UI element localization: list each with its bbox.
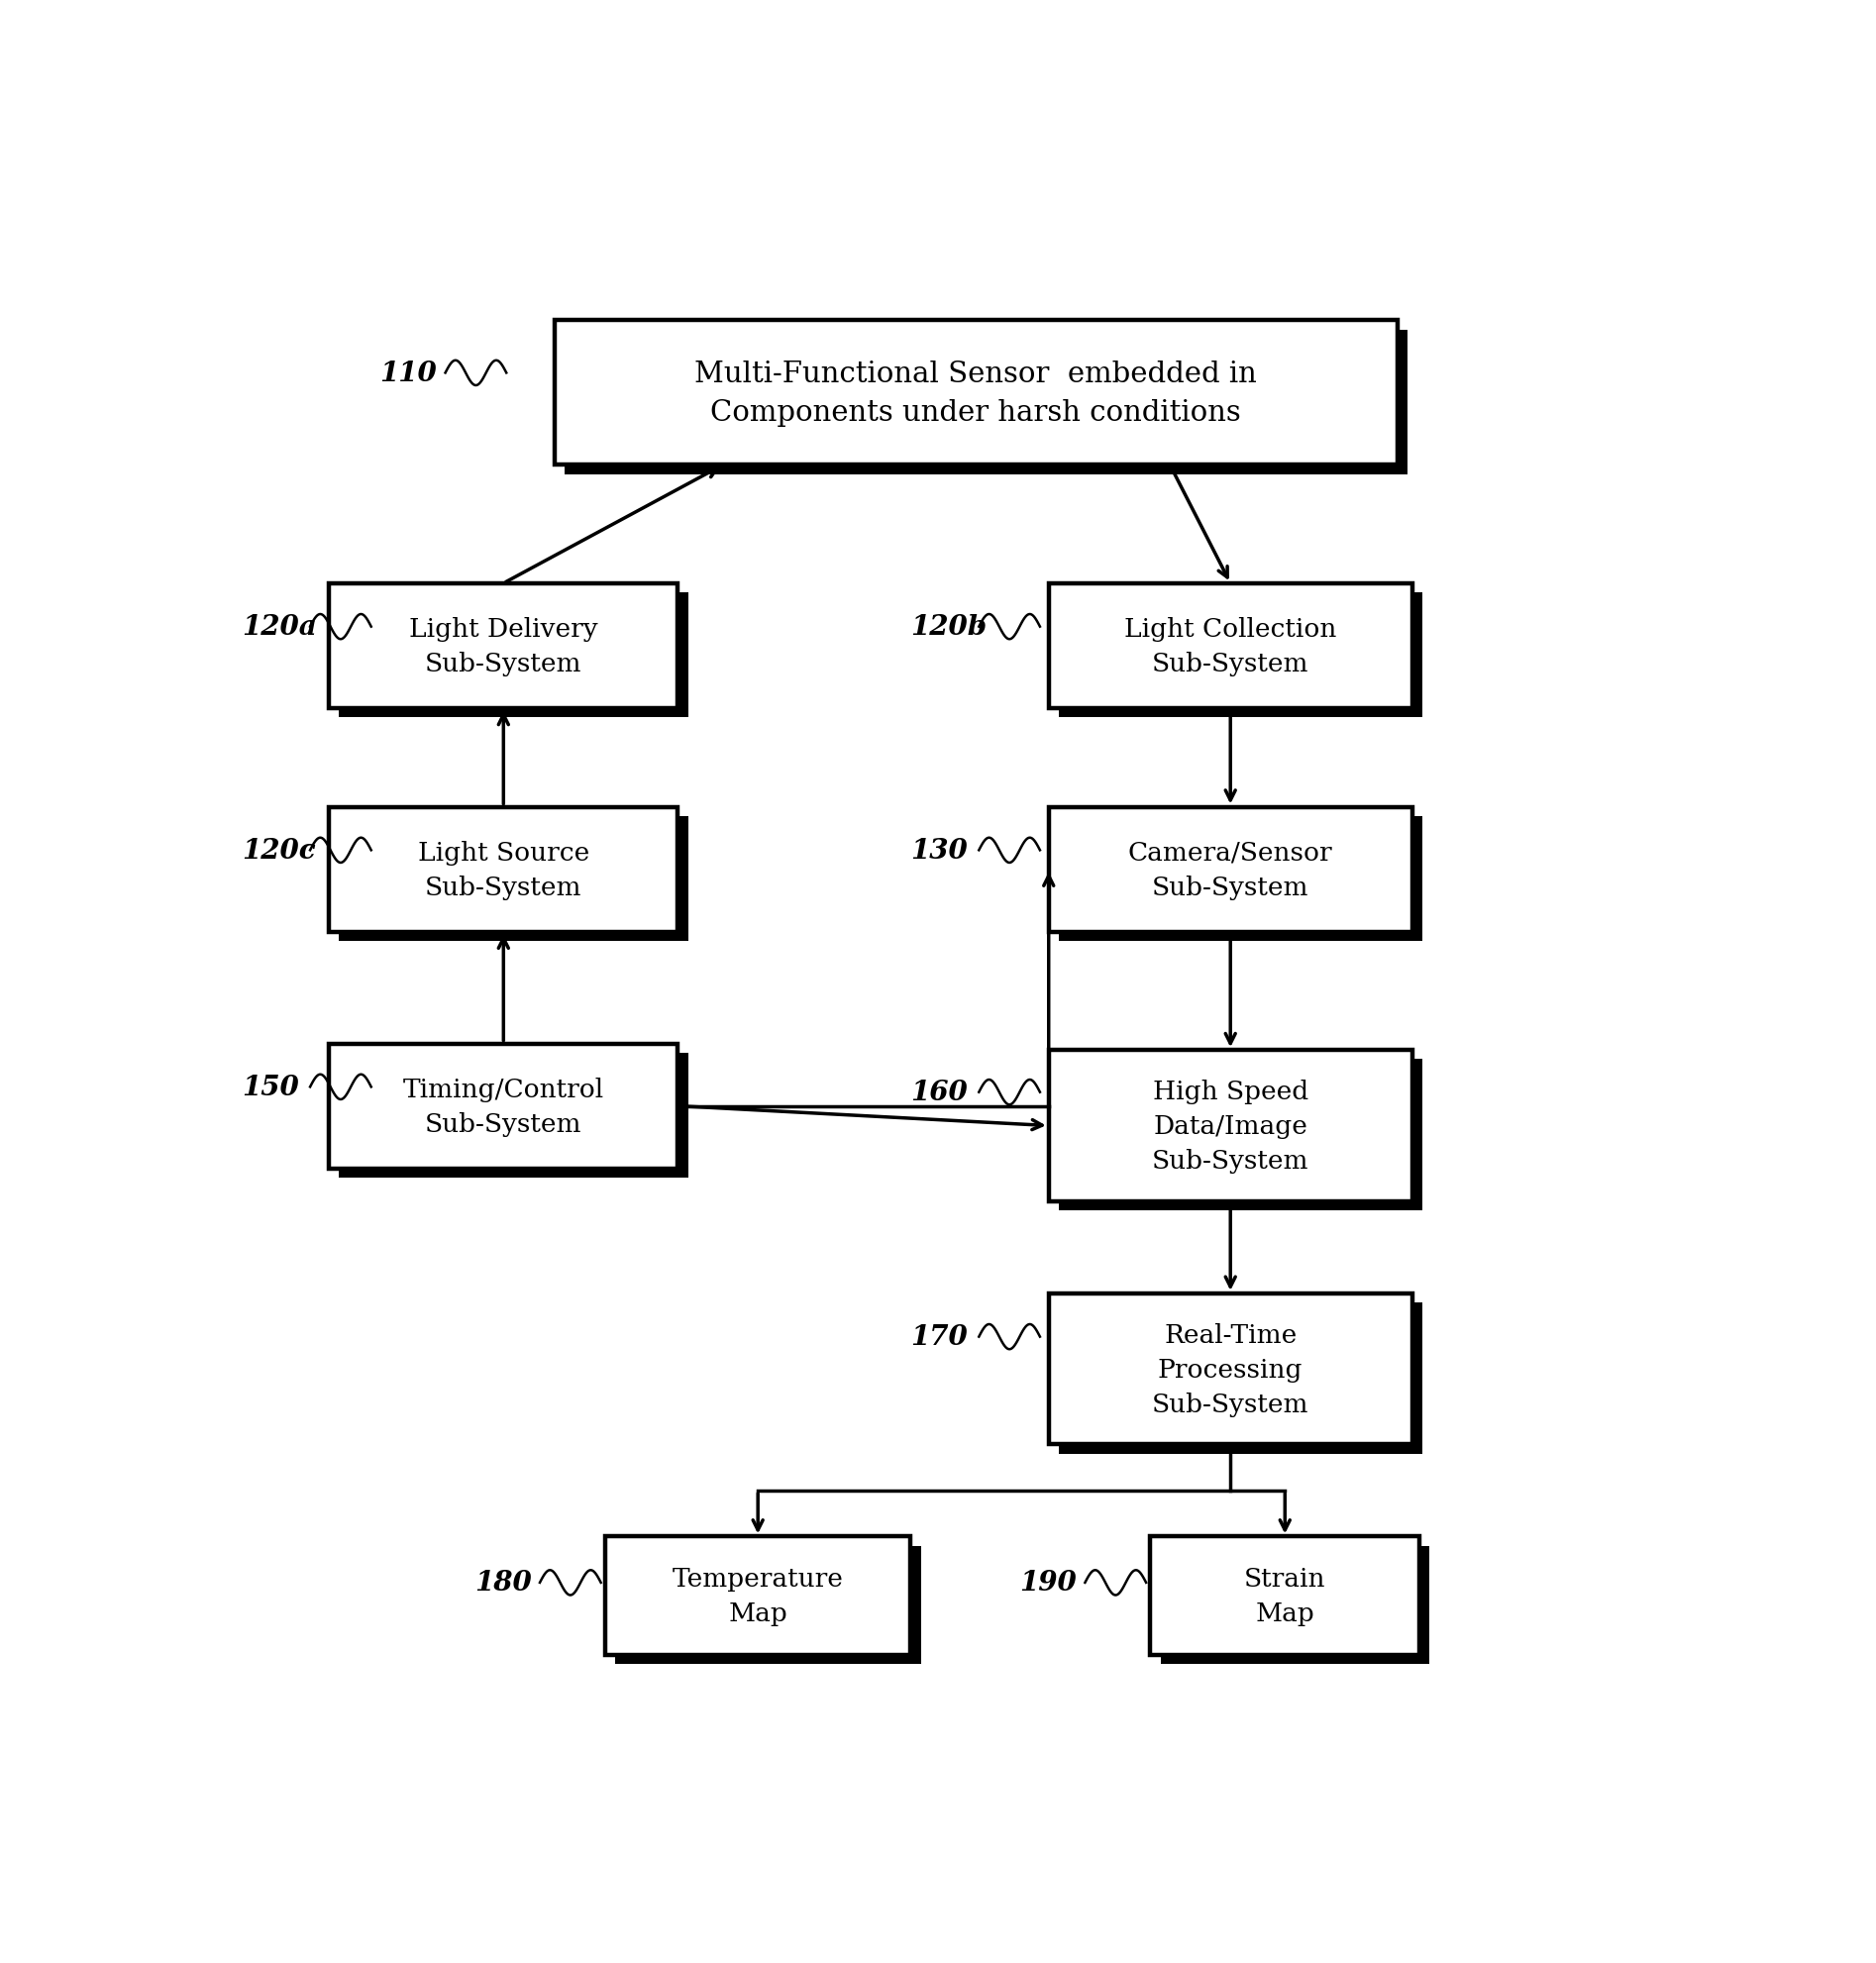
Text: 170: 170 <box>910 1323 968 1351</box>
Bar <box>340 817 688 942</box>
Text: 180: 180 <box>475 1568 531 1596</box>
Bar <box>1058 593 1422 718</box>
Bar <box>615 1547 921 1665</box>
Bar <box>328 583 677 709</box>
Text: 120a: 120a <box>242 614 317 640</box>
Text: 120b: 120b <box>910 614 987 640</box>
Bar <box>565 330 1407 475</box>
Text: Light Delivery
Sub-System: Light Delivery Sub-System <box>409 616 598 675</box>
Text: Camera/Sensor
Sub-System: Camera/Sensor Sub-System <box>1127 840 1332 899</box>
Text: 150: 150 <box>242 1074 298 1101</box>
Text: 190: 190 <box>1021 1568 1077 1596</box>
Bar <box>328 1044 677 1168</box>
Bar <box>1049 583 1413 709</box>
Text: 130: 130 <box>910 838 968 864</box>
Text: Strain
Map: Strain Map <box>1244 1566 1326 1625</box>
Text: Light Source
Sub-System: Light Source Sub-System <box>418 840 589 899</box>
Bar <box>340 1052 688 1178</box>
Text: Timing/Control
Sub-System: Timing/Control Sub-System <box>403 1076 604 1137</box>
Bar <box>555 322 1398 465</box>
Bar <box>1058 1060 1422 1211</box>
Bar <box>606 1537 910 1655</box>
Text: 160: 160 <box>910 1080 968 1105</box>
Text: 120c: 120c <box>242 838 315 864</box>
Bar <box>328 807 677 932</box>
Bar <box>1161 1547 1430 1665</box>
Bar <box>340 593 688 718</box>
Bar <box>1150 1537 1420 1655</box>
Text: Light Collection
Sub-System: Light Collection Sub-System <box>1124 616 1336 675</box>
Bar <box>1049 1294 1413 1445</box>
Text: 110: 110 <box>381 359 437 387</box>
Text: Temperature
Map: Temperature Map <box>672 1566 844 1625</box>
Bar <box>1049 807 1413 932</box>
Bar <box>1049 1050 1413 1201</box>
Text: Real-Time
Processing
Sub-System: Real-Time Processing Sub-System <box>1152 1323 1309 1415</box>
Bar <box>1058 1303 1422 1455</box>
Bar <box>1058 817 1422 942</box>
Text: High Speed
Data/Image
Sub-System: High Speed Data/Image Sub-System <box>1152 1080 1309 1174</box>
Text: Multi-Functional Sensor  embedded in
Components under harsh conditions: Multi-Functional Sensor embedded in Comp… <box>694 359 1257 426</box>
